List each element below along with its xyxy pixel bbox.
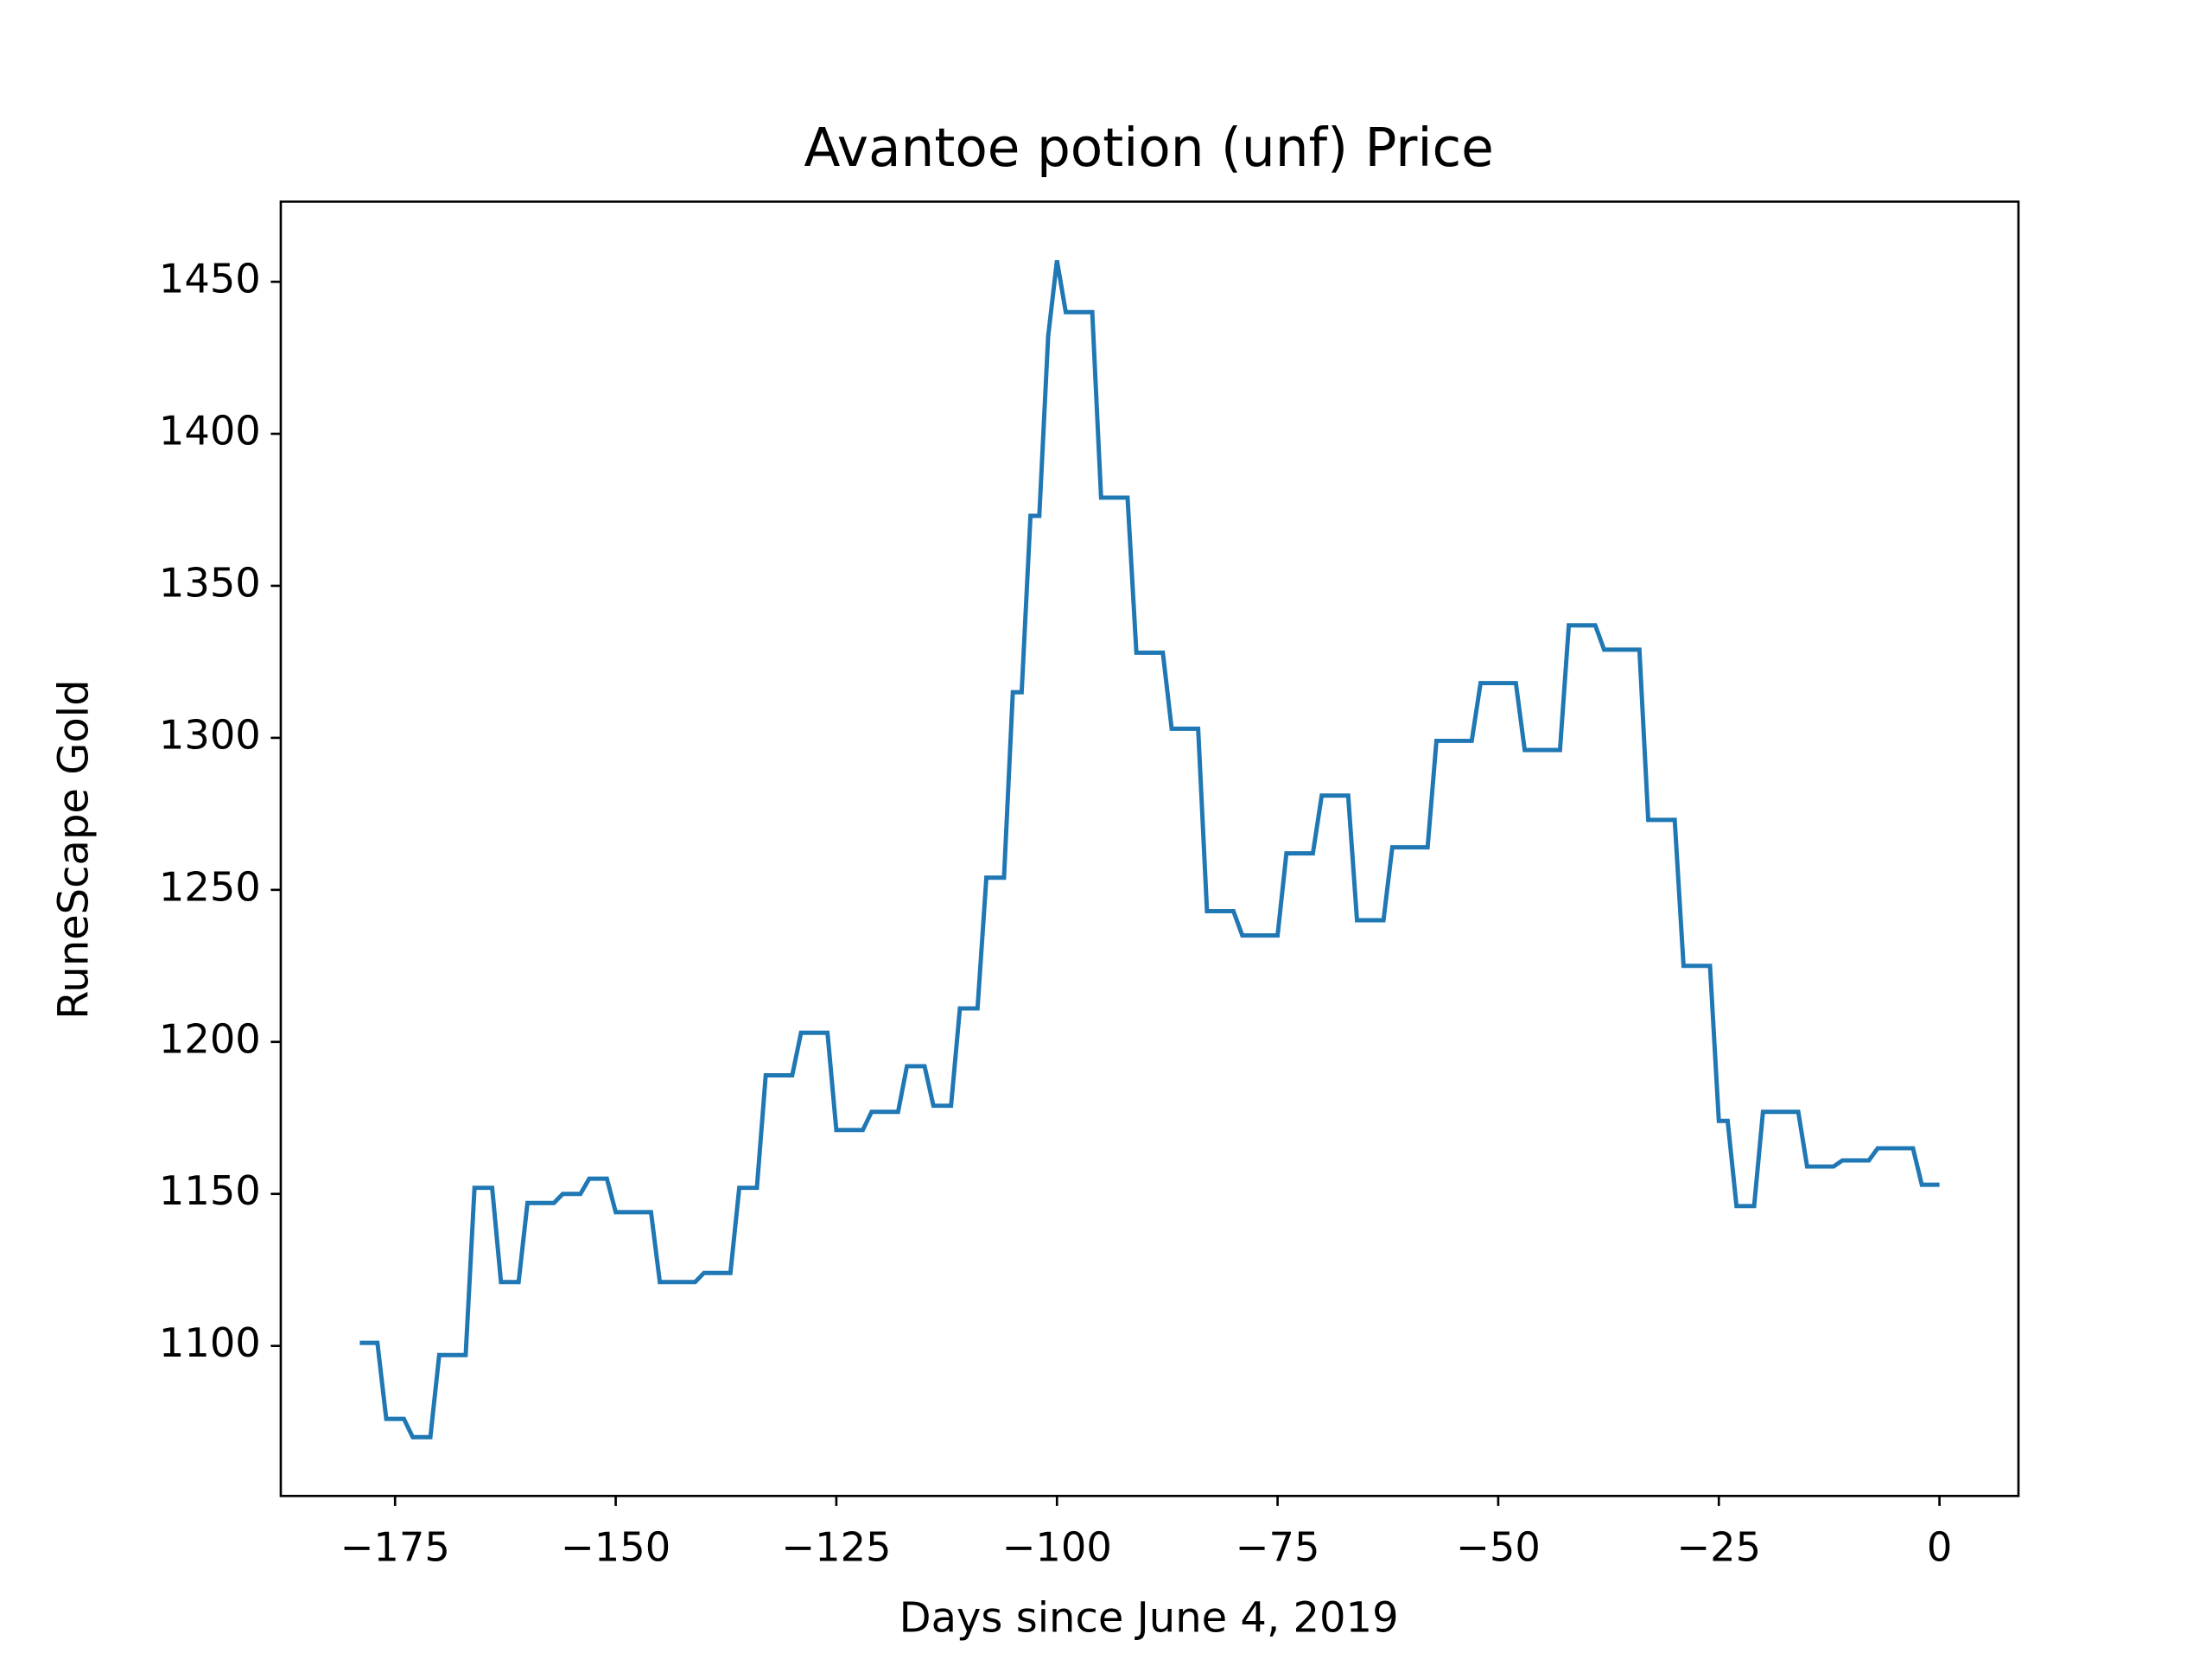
- y-tick-label: 1100: [159, 1319, 261, 1366]
- y-tick-label: 1150: [159, 1167, 261, 1214]
- y-tick-label: 1450: [159, 256, 261, 302]
- x-tick-label: −150: [561, 1524, 671, 1571]
- y-tick-label: 1300: [159, 711, 261, 758]
- x-tick-label: −125: [781, 1524, 891, 1571]
- x-tick-label: 0: [1927, 1524, 1952, 1571]
- y-tick-label: 1250: [159, 863, 261, 910]
- y-tick-label: 1200: [159, 1015, 261, 1062]
- x-tick-label: −25: [1676, 1524, 1761, 1571]
- chart-title: Avantoe potion (unf) Price: [804, 118, 1493, 179]
- x-axis-label: Days since June 4, 2019: [899, 1593, 1399, 1642]
- x-tick-label: −175: [340, 1524, 450, 1571]
- x-tick-label: −100: [1002, 1524, 1112, 1571]
- x-tick-label: −75: [1236, 1524, 1320, 1571]
- line-series: [359, 260, 1940, 1440]
- x-tick-label: −50: [1456, 1524, 1541, 1571]
- y-axis-label: RuneScape Gold: [49, 679, 98, 1019]
- plot-frame: [279, 200, 2020, 1497]
- y-tick-label: 1400: [159, 408, 261, 454]
- y-tick-label: 1350: [159, 559, 261, 606]
